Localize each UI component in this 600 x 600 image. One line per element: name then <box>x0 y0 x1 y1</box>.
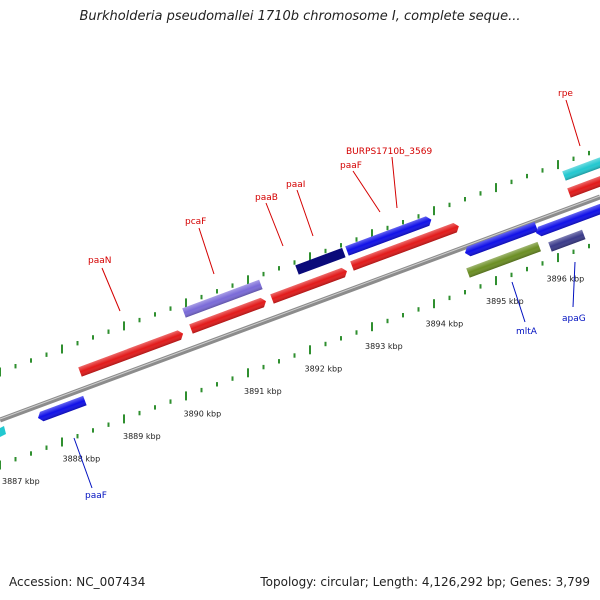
gene-label-mltA[interactable]: mltA <box>516 327 538 337</box>
accession-label: Accession: NC_007434 <box>9 575 146 589</box>
gene-arrow-mltA[interactable] <box>466 241 541 278</box>
scale-label: 3894 kbp <box>426 320 464 329</box>
outer-tick-track <box>0 150 590 377</box>
gene-arrow-paaF-fwd[interactable] <box>350 222 460 271</box>
gene-label-paaF[interactable]: paaF <box>340 161 362 171</box>
gene-arrow-blue-rev-3[interactable] <box>534 203 600 238</box>
gene-arrow-paaF-rev[interactable] <box>36 395 87 423</box>
scale-label: 3889 kbp <box>123 432 161 441</box>
gene-label-paaN[interactable]: paaN <box>88 256 111 266</box>
gene-labels: paaN pcaF paaB paaI paaF BURPS1710b_3569… <box>73 89 586 501</box>
topology-summary: Topology: circular; Length: 4,126,292 bp… <box>260 575 590 589</box>
leader-BURPS1710b_3569 <box>391 156 398 209</box>
scale-label: 3892 kbp <box>305 365 343 374</box>
scale-label: 3896 kbp <box>547 275 585 284</box>
gene-label-pcaF[interactable]: pcaF <box>185 217 206 227</box>
leader-paaB <box>265 202 284 247</box>
leader-paaF-rev <box>73 437 93 489</box>
backbone-line <box>0 194 600 423</box>
gene-arrow-paaI[interactable] <box>295 247 346 275</box>
leader-pcaF <box>198 227 215 275</box>
gene-label-apaG[interactable]: apaG <box>562 314 586 324</box>
scale-label: 3893 kbp <box>365 342 403 351</box>
gene-arrow-paa-red-1[interactable] <box>189 296 267 334</box>
gene-label-paaI[interactable]: paaI <box>286 180 305 190</box>
leader-rpe <box>565 99 581 147</box>
gene-label-paaF-rev[interactable]: paaF <box>85 491 107 501</box>
inner-tick-track <box>0 243 590 470</box>
gene-label-BURPS1710b_3569[interactable]: BURPS1710b_3569 <box>346 147 432 157</box>
gene-arrows <box>0 157 600 437</box>
map-title: Burkholderia pseudomallei 1710b chromoso… <box>79 9 521 24</box>
leader-mltA <box>511 281 526 323</box>
scale-label: 3895 kbp <box>486 297 524 306</box>
leader-paaN <box>101 267 121 312</box>
gene-arrow-paaN[interactable] <box>78 329 185 377</box>
scale-label: 3890 kbp <box>184 410 222 419</box>
leader-apaG <box>572 261 576 308</box>
scale-label: 3887 kbp <box>2 477 40 486</box>
gene-label-rpe[interactable]: rpe <box>558 89 573 99</box>
gene-arrow-red-right-edge[interactable] <box>567 174 600 198</box>
backbone-highlight <box>0 195 600 420</box>
gene-label-paaB[interactable]: paaB <box>255 193 278 203</box>
gene-arrow-BURPS1710b_3569[interactable] <box>345 215 433 256</box>
scale-label: 3891 kbp <box>244 387 282 396</box>
gene-arrow-paaB[interactable] <box>270 266 348 304</box>
leader-paaF <box>352 170 381 213</box>
gene-arrow-rpe[interactable] <box>562 157 600 181</box>
gene-arrow-left-edge[interactable] <box>0 426 6 437</box>
gene-arrow-pcaF[interactable] <box>182 279 263 318</box>
gene-arrows-reverse <box>36 203 600 423</box>
gene-arrow-apaG[interactable] <box>548 229 586 252</box>
leader-paaI <box>296 189 314 237</box>
gene-arrow-blue-rev-2[interactable] <box>463 221 538 258</box>
